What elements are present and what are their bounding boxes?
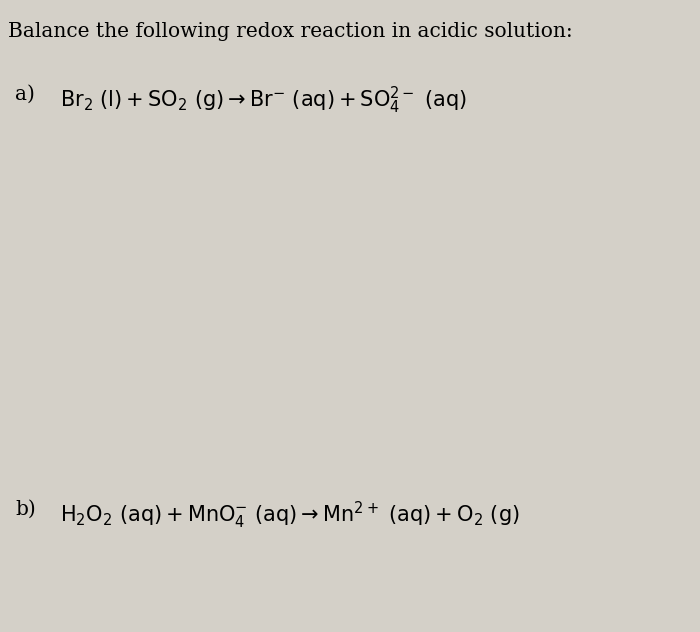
Text: Balance the following redox reaction in acidic solution:: Balance the following redox reaction in … (8, 22, 573, 41)
Text: b): b) (15, 500, 36, 519)
Text: $\mathrm{Br_2\ (l) + SO_2\ (g) \rightarrow Br^{-}\ (aq) + SO_4^{2-}\ (aq)}$: $\mathrm{Br_2\ (l) + SO_2\ (g) \rightarr… (60, 85, 467, 116)
Text: a): a) (15, 85, 35, 104)
Text: $\mathrm{H_2O_2\ (aq) + MnO_4^{-}\ (aq) \rightarrow Mn^{2+}\ (aq) + O_2\ (g)}$: $\mathrm{H_2O_2\ (aq) + MnO_4^{-}\ (aq) … (60, 500, 519, 532)
